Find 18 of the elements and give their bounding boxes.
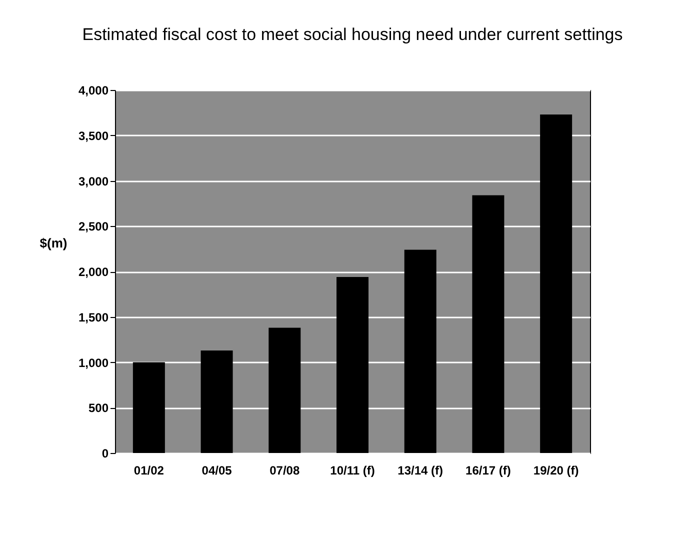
x-tick-label: 04/05 [202, 464, 232, 478]
x-tick-label: 13/14 (f) [398, 464, 444, 478]
y-tick-label: 1,000 [78, 356, 109, 370]
y-tick-label: 3,000 [78, 174, 109, 188]
chart-title: Estimated fiscal cost to meet social housing need under current settings [82, 25, 623, 44]
x-tick-label: 01/02 [134, 464, 164, 478]
y-tick-label: 2,000 [78, 265, 109, 279]
x-tick-label: 19/20 (f) [533, 464, 579, 478]
x-tick-label: 16/17 (f) [466, 464, 511, 478]
x-tick-label: 10/11 (f) [330, 464, 375, 478]
y-tick-label: 1,500 [78, 310, 109, 324]
y-tick-label: 500 [88, 401, 109, 416]
x-tick-label: 07/08 [270, 464, 300, 478]
y-axis-title: $(m) [40, 236, 68, 250]
y-tick-label: 4,000 [78, 84, 109, 98]
y-tick-label: 0 [102, 446, 109, 460]
y-tick-label: 3,500 [78, 128, 109, 143]
y-tick-label: 2,500 [78, 220, 109, 234]
